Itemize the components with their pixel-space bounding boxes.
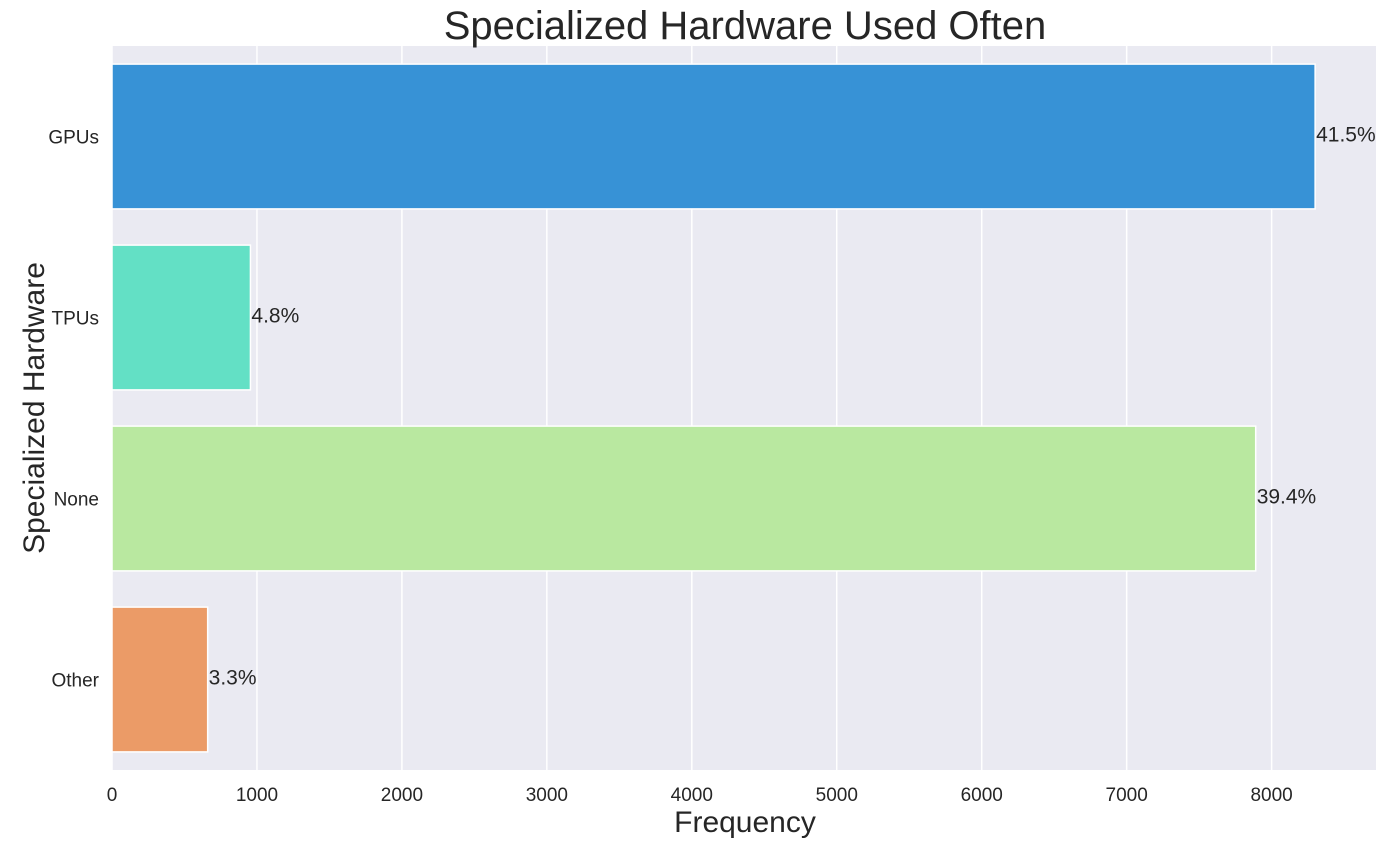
bar-other — [111, 606, 209, 753]
bar-gpus — [111, 63, 1316, 210]
data-label-tpus: 4.8% — [251, 305, 299, 328]
y-axis-label: Specialized Hardware — [18, 262, 51, 554]
x-tick-labels: 0 1000 2000 3000 4000 5000 6000 7000 8000 — [107, 785, 1293, 806]
y-tick-label: Other — [51, 671, 99, 692]
x-tick-label: 8000 — [1250, 785, 1292, 806]
x-tick-label: 2000 — [381, 785, 423, 806]
y-tick-labels: GPUs TPUs None Other — [48, 128, 99, 692]
bar-none — [111, 425, 1257, 572]
x-tick-label: 5000 — [816, 785, 858, 806]
y-tick-label: GPUs — [48, 128, 99, 149]
x-tick-label: 6000 — [961, 785, 1003, 806]
y-tick-label: None — [54, 490, 99, 511]
x-tick-label: 3000 — [526, 785, 568, 806]
x-tick-label: 1000 — [236, 785, 278, 806]
data-label-none: 39.4% — [1257, 486, 1317, 509]
x-axis-label: Frequency — [674, 806, 816, 839]
x-tick-label: 7000 — [1106, 785, 1148, 806]
x-tick-label: 4000 — [671, 785, 713, 806]
data-label-gpus: 41.5% — [1316, 124, 1376, 147]
data-label-other: 3.3% — [209, 667, 257, 690]
bar-tpus — [111, 244, 252, 391]
bars — [111, 63, 1316, 753]
y-tick-label: TPUs — [52, 309, 100, 330]
x-tick-label: 0 — [107, 785, 118, 806]
data-labels: 41.5% 4.8% 39.4% 3.3% — [209, 124, 1376, 690]
chart-title: Specialized Hardware Used Often — [444, 4, 1047, 48]
